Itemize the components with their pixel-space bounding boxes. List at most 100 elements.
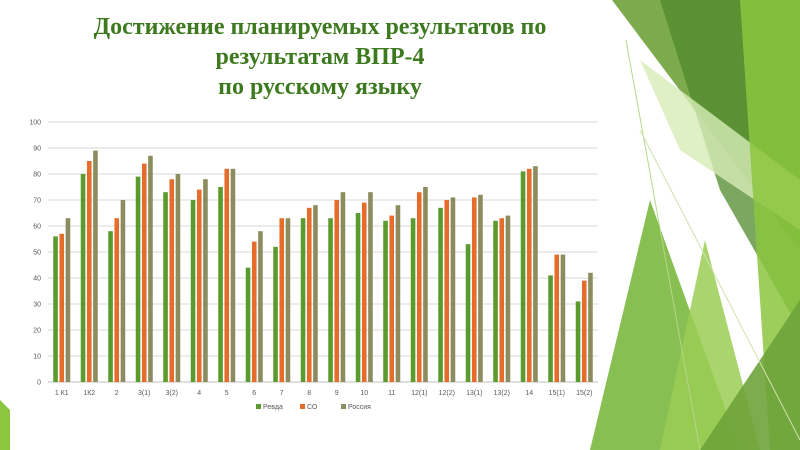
y-tick-label: 90 <box>33 146 41 153</box>
bar-2-7 <box>224 168 230 382</box>
y-tick-label: 80 <box>33 172 41 179</box>
x-tick-label: 13(2) <box>494 390 510 397</box>
slide-title-line-3: по русскому языку <box>218 74 422 100</box>
bar-2-12 <box>361 202 367 382</box>
bar-3-11 <box>340 192 346 382</box>
bar-3-5 <box>175 174 181 382</box>
bar-3-2 <box>93 150 98 382</box>
bar-3-17 <box>505 215 511 382</box>
bar-2-19 <box>554 254 560 382</box>
bar-2-15 <box>444 200 450 382</box>
x-tick-label: 13(1) <box>466 390 482 397</box>
bar-2-10 <box>306 207 312 382</box>
y-tick-label: 0 <box>37 380 41 387</box>
chart-bars <box>53 150 593 382</box>
decor-line-2 <box>639 129 800 441</box>
y-tick-label: 100 <box>29 120 41 127</box>
bar-2-1 <box>59 233 65 382</box>
bar-2-16 <box>471 197 477 382</box>
bar-1-6 <box>190 200 196 382</box>
bar-1-17 <box>493 220 498 382</box>
legend-label: Ревда <box>263 404 283 411</box>
bar-3-9 <box>285 218 291 382</box>
bar-3-4 <box>148 155 153 382</box>
bar-3-16 <box>478 194 483 382</box>
y-tick-label: 20 <box>33 328 41 335</box>
x-tick-label: 4 <box>197 390 201 397</box>
chart-legend: Ревда СО Россия <box>256 404 371 411</box>
x-tick-label: 8 <box>307 390 311 397</box>
bar-1-3 <box>108 231 113 382</box>
x-tick-label: 6 <box>252 390 256 397</box>
chart-gridlines <box>48 121 598 383</box>
bar-3-6 <box>203 179 208 382</box>
legend-swatch <box>256 404 261 409</box>
bar-1-5 <box>163 192 168 382</box>
y-tick-label: 30 <box>33 302 41 309</box>
bar-1-20 <box>575 301 581 382</box>
bar-1-11 <box>328 218 333 382</box>
bar-3-10 <box>313 205 318 382</box>
x-tick-label: 15(2) <box>576 390 592 397</box>
x-tick-label: 14 <box>525 390 533 397</box>
bar-1-13 <box>383 220 388 382</box>
bar-1-14 <box>410 218 416 382</box>
slide-title-line-2: результатам ВПР-4 <box>215 44 425 70</box>
bar-2-8 <box>251 241 257 382</box>
bar-3-14 <box>423 187 428 382</box>
x-axis-tick-labels: 1 К1 1К2 2 3(1) 3(2) 4 5 6 7 8 9 10 11 12(1) 12(2) 13(1… <box>55 390 593 397</box>
x-tick-label: 10 <box>360 390 368 397</box>
legend-label: СО <box>307 404 318 411</box>
bar-2-6 <box>196 189 202 382</box>
bar-1-7 <box>218 187 223 382</box>
bar-1-18 <box>520 171 526 382</box>
bar-2-3 <box>114 218 120 382</box>
decor-shape-bottom-right <box>700 300 800 450</box>
decor-shape-left-strip <box>0 400 10 450</box>
bar-2-9 <box>279 218 285 382</box>
bar-2-18 <box>526 168 532 382</box>
bar-1-10 <box>300 218 306 382</box>
bar-1-4 <box>135 176 141 382</box>
bar-2-4 <box>141 163 147 382</box>
y-axis-tick-labels: 0 10 20 30 40 50 60 70 80 90 100 <box>29 120 41 387</box>
bar-1-2 <box>80 174 86 382</box>
slide-title-line-1: Достижение планируемых результатов по <box>93 14 547 40</box>
x-tick-label: 5 <box>225 390 229 397</box>
bar-2-13 <box>389 215 395 382</box>
slide-title: Достижение планируемых результатов по ре… <box>40 12 600 102</box>
bar-3-3 <box>120 200 126 382</box>
legend-swatch <box>341 404 346 409</box>
y-tick-label: 60 <box>33 224 41 231</box>
bar-3-20 <box>588 272 593 382</box>
bar-1-8 <box>245 267 251 382</box>
y-tick-label: 50 <box>33 250 41 257</box>
bar-1-16 <box>465 244 471 382</box>
bar-3-13 <box>395 205 401 382</box>
bar-3-18 <box>533 166 538 382</box>
bar-3-19 <box>560 254 566 382</box>
bar-2-2 <box>86 161 92 382</box>
x-tick-label: 11 <box>388 390 395 397</box>
x-tick-label: 7 <box>280 390 284 397</box>
bar-1-19 <box>548 275 553 382</box>
y-tick-label: 10 <box>33 354 41 361</box>
bar-3-7 <box>230 168 236 382</box>
bar-1-15 <box>438 207 443 382</box>
bar-3-15 <box>450 197 456 382</box>
x-tick-label: 15(1) <box>549 390 565 397</box>
x-tick-label: 12(1) <box>411 390 427 397</box>
decor-line-1 <box>625 39 701 450</box>
x-tick-label: 9 <box>335 390 339 397</box>
y-tick-label: 70 <box>33 198 41 205</box>
bar-3-8 <box>258 231 263 382</box>
bar-2-5 <box>169 179 175 382</box>
legend-swatch <box>300 404 305 409</box>
legend-label: Россия <box>348 404 371 411</box>
bar-2-20 <box>581 280 587 382</box>
x-tick-label: 3(1) <box>138 390 150 397</box>
bar-1-9 <box>273 246 278 382</box>
x-tick-label: 2 <box>115 390 119 397</box>
